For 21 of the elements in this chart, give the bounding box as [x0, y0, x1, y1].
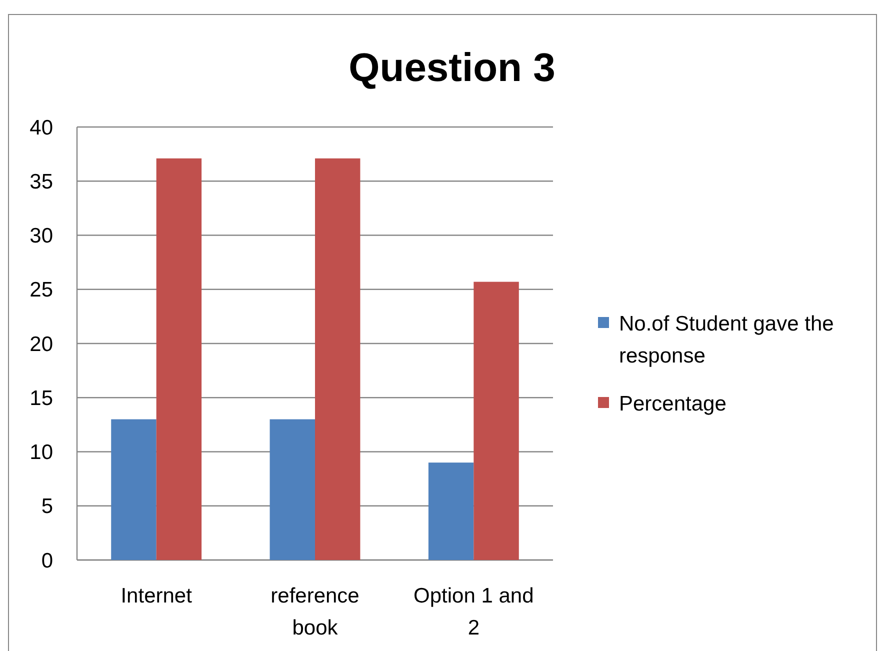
bar: [111, 419, 156, 560]
legend-label: No.of Student gave the response: [619, 312, 834, 368]
y-tick-label: 35: [30, 170, 53, 194]
x-tick-label: reference book: [270, 584, 360, 640]
legend-label: Percentage: [619, 392, 726, 416]
bar: [474, 282, 519, 560]
bar: [428, 462, 474, 560]
y-tick-label: 5: [41, 495, 53, 518]
y-tick-label: 25: [30, 278, 53, 302]
y-tick-label: 15: [30, 386, 53, 410]
chart-title: Question 3: [348, 46, 556, 90]
y-tick-label: 0: [41, 549, 53, 572]
y-tick-label: 10: [30, 441, 53, 464]
x-tick-label: Option 1 and 2: [414, 584, 534, 640]
x-tick-label: Internet: [120, 584, 192, 608]
y-tick-label: 20: [30, 332, 53, 356]
bar: [270, 419, 315, 560]
y-tick-label: 30: [30, 224, 53, 248]
bar: [315, 158, 360, 560]
y-tick-label: 40: [30, 116, 53, 140]
bar: [156, 158, 202, 560]
